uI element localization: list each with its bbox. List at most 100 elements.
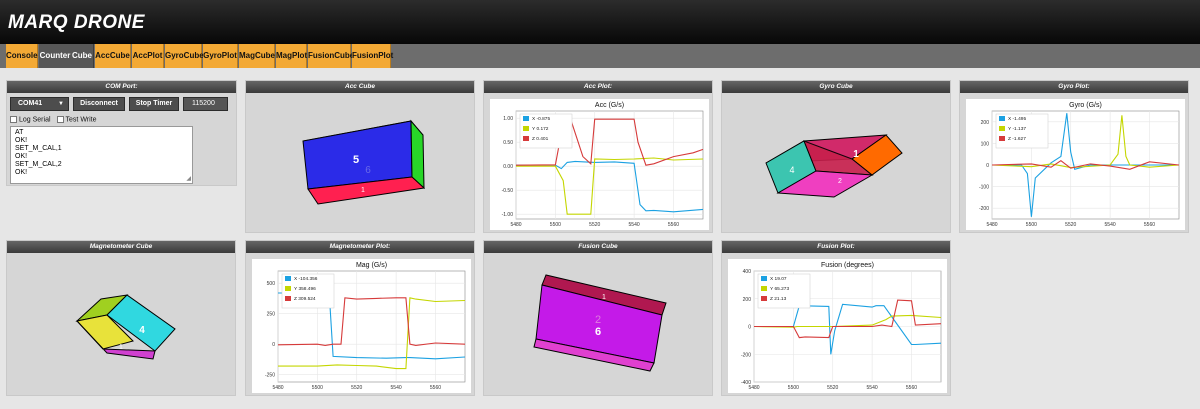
legend-swatch (761, 276, 767, 281)
y-tick-label: 250 (267, 312, 276, 318)
nav-tab-acccube[interactable]: AccCube (95, 44, 131, 68)
legend-swatch (999, 136, 1005, 141)
test-write-checkbox[interactable] (56, 116, 64, 123)
nav-tab-fusioncube[interactable]: FusionCube (308, 44, 354, 68)
resize-grip-icon[interactable]: ◢ (186, 176, 191, 182)
nav-tab-gyrocube[interactable]: GyroCube (165, 44, 204, 68)
log-serial-option[interactable]: Log Serial (10, 116, 51, 123)
cube-face-bottom (307, 176, 426, 205)
gyro-cube-title: Gyro Cube (722, 81, 950, 93)
legend-swatch (999, 116, 1005, 121)
nav-tab-accplot[interactable]: AccPlot (132, 44, 164, 68)
cube-face-bottom (776, 170, 874, 198)
x-tick-label: 5500 (312, 385, 323, 391)
chart-legend: X -0.875 Y 0.172 Z 0.401 (519, 113, 573, 149)
y-tick-label: -0.50 (502, 188, 514, 194)
x-tick-label: 5480 (986, 222, 997, 228)
x-tick-label: 5540 (1105, 222, 1116, 228)
y-tick-label: -250 (265, 373, 275, 379)
console-line: SET_M_CAL,2 (15, 161, 62, 168)
mag-plot-title: Magnetometer Plot: (246, 241, 474, 253)
nav-tab-console[interactable]: Console (6, 44, 38, 68)
legend-label: X 19.07 (770, 276, 787, 282)
acc-cube-panel: Acc Cube 5 6 1 (245, 80, 475, 233)
baud-rate-field[interactable]: 115200 (183, 97, 228, 111)
mag-cube-panel: Magnetometer Cube 4 1 (6, 240, 236, 396)
x-tick-label: 5520 (589, 222, 600, 228)
x-tick-label: 5560 (906, 385, 917, 391)
legend-label: X -1.495 (1008, 116, 1026, 122)
legend-label: Y -1.137 (1008, 126, 1026, 132)
x-tick-label: 5520 (1065, 222, 1076, 228)
x-tick-label: 5540 (867, 385, 878, 391)
x-tick-label: 5500 (550, 222, 561, 228)
test-write-label: Test Write (65, 116, 97, 124)
gyro-chart: Gyro (G/s) 5480 5500 5520 5540 5560 200 100 0 -10… (966, 99, 1185, 230)
legend-label: Y 65.273 (770, 286, 789, 292)
nav-tab-gyroplot[interactable]: GyroPlot (203, 44, 238, 68)
gyro-cube-view[interactable]: 1 4 2 (722, 93, 950, 233)
serial-console-output[interactable]: AT OK! SET_M_CAL,1 OK! SET_M_CAL,2 OK! ◢ (10, 126, 193, 184)
com-port-select[interactable]: COM41 ▼ (10, 97, 69, 111)
cube-face-label: 4 (139, 325, 145, 336)
x-tick-label: 5520 (351, 385, 362, 391)
series-line (753, 314, 942, 328)
chart-title: Mag (G/s) (356, 262, 387, 269)
acc-cube-title: Acc Cube (246, 81, 474, 93)
y-tick-label: 200 (743, 297, 752, 303)
stop-timer-button[interactable]: Stop Timer (129, 97, 179, 111)
series-line (991, 115, 1180, 169)
nav-tab-magplot[interactable]: MagPlot (276, 44, 307, 68)
nav-tab-fusionplot[interactable]: FusionPlot (352, 44, 393, 68)
y-tick-label: -100 (979, 185, 989, 191)
y-tick-label: 100 (981, 141, 990, 147)
cube-face-label: 6 (365, 165, 371, 176)
log-serial-checkbox[interactable] (10, 116, 17, 123)
chevron-down-icon: ▼ (58, 101, 64, 107)
legend-swatch (523, 136, 529, 141)
console-line: AT (15, 129, 24, 136)
com-port-title: COM Port: (7, 81, 236, 93)
acc-cube-view[interactable]: 5 6 1 (246, 93, 474, 233)
x-tick-label: 5560 (1144, 222, 1155, 228)
app-header: MARQ DRONE (0, 0, 1200, 44)
legend-label: Z 21.13 (770, 296, 787, 302)
series-line (991, 160, 1180, 170)
test-write-option[interactable]: Test Write (56, 116, 97, 124)
x-tick-label: 5500 (788, 385, 799, 391)
com-port-value: COM41 (18, 100, 43, 107)
x-tick-label: 5540 (391, 385, 402, 391)
y-tick-label: -200 (741, 352, 751, 358)
cube-face-front (106, 294, 176, 352)
y-tick-label: -1.00 (502, 212, 514, 218)
legend-swatch (523, 126, 529, 131)
cube-face-label: 1 (602, 294, 606, 301)
legend-swatch (285, 286, 291, 291)
series-line (277, 297, 466, 346)
fusion-cube-view[interactable]: 1 2 6 (484, 253, 712, 395)
fusion-chart: Fusion (degrees) 5480 5500 5520 5540 5560 400 2… (728, 259, 947, 393)
legend-swatch (285, 296, 291, 301)
x-tick-label: 5560 (668, 222, 679, 228)
cube-face-label: 2 (595, 314, 601, 326)
legend-label: Z 0.401 (532, 136, 549, 142)
cube-face-label: 6 (595, 326, 601, 338)
legend-label: Z 309.524 (294, 296, 316, 302)
nav-tab-counter[interactable]: Counter (39, 44, 71, 68)
console-line: OK! (15, 169, 28, 176)
nav-tab-magcube[interactable]: MagCube (239, 44, 275, 68)
nav-bar: Console Counter Cube AccCube AccPlot Gyr… (0, 44, 1200, 68)
legend-swatch (761, 286, 767, 291)
series-line (516, 160, 704, 213)
mag-cube-view[interactable]: 4 1 (7, 253, 235, 395)
disconnect-button[interactable]: Disconnect (73, 97, 125, 111)
cube-face-label: 4 (789, 165, 794, 175)
checkbox-row: Log Serial Test Write (10, 116, 97, 123)
nav-tab-cube[interactable]: Cube (71, 44, 94, 68)
cube-face-label: 2 (838, 178, 842, 185)
x-tick-label: 5500 (1026, 222, 1037, 228)
legend-label: Z -1.627 (1008, 136, 1026, 142)
series-line (278, 297, 466, 370)
mag-cube-title: Magnetometer Cube (7, 241, 235, 253)
mag-chart: Mag (G/s) 5480 5500 5520 5540 5560 500 250 0 -250… (252, 259, 471, 393)
